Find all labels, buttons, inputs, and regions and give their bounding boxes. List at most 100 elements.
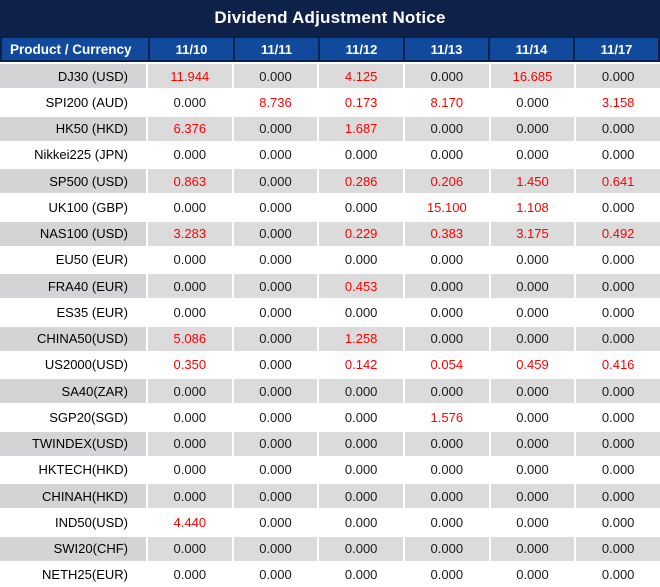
value-cell: 0.000 <box>148 562 232 587</box>
value-cell: 0.000 <box>404 326 489 351</box>
value-cell: 0.000 <box>233 195 318 220</box>
value-cell: 0.000 <box>319 484 403 509</box>
value-cell: 0.000 <box>576 247 660 272</box>
value-cell: 11.944 <box>148 64 232 89</box>
value-cell: 0.000 <box>319 562 403 587</box>
value-cell: 4.125 <box>319 64 403 89</box>
product-cell: CHINAH(HKD) <box>0 484 146 509</box>
date-header: 11/10 <box>150 38 233 60</box>
value-cell: 0.383 <box>404 221 489 246</box>
value-cell: 0.000 <box>319 510 403 535</box>
product-cell: SWI20(CHF) <box>0 536 146 561</box>
value-cell: 0.000 <box>319 431 403 456</box>
value-cell: 0.000 <box>576 274 660 299</box>
value-cell: 0.000 <box>319 300 403 325</box>
table-header-row: Product / Currency 11/10 11/11 11/12 11/13 1… <box>0 36 660 62</box>
product-cell: TWINDEX(USD) <box>0 431 146 456</box>
value-cell: 0.000 <box>148 90 232 115</box>
date-header: 11/13 <box>405 38 488 60</box>
value-cell: 0.000 <box>490 300 575 325</box>
value-cell: 0.000 <box>148 431 232 456</box>
value-cell: 0.000 <box>490 484 575 509</box>
value-cell: 0.000 <box>576 536 660 561</box>
date-header: 11/17 <box>575 38 658 60</box>
value-cell: 0.000 <box>233 326 318 351</box>
value-cell: 0.000 <box>490 116 575 141</box>
value-cell: 0.000 <box>576 64 660 89</box>
value-cell: 0.000 <box>404 379 489 404</box>
value-cell: 3.283 <box>148 221 232 246</box>
value-cell: 0.000 <box>233 221 318 246</box>
value-cell: 0.000 <box>233 484 318 509</box>
product-cell: IND50(USD) <box>0 510 146 535</box>
value-cell: 0.173 <box>319 90 403 115</box>
value-cell: 0.416 <box>576 352 660 377</box>
value-cell: 0.000 <box>404 247 489 272</box>
product-cell: UK100 (GBP) <box>0 195 146 220</box>
value-cell: 0.000 <box>148 457 232 482</box>
value-cell: 0.000 <box>319 536 403 561</box>
table-body: DJ30 (USD) 11.944 0.000 4.125 0.000 16.685 0.0… <box>0 62 660 587</box>
value-cell: 0.000 <box>319 247 403 272</box>
value-cell: 0.492 <box>576 221 660 246</box>
value-cell: 0.000 <box>576 300 660 325</box>
value-cell: 0.054 <box>404 352 489 377</box>
value-cell: 0.000 <box>490 247 575 272</box>
product-cell: US2000(USD) <box>0 352 146 377</box>
value-cell: 0.000 <box>148 379 232 404</box>
value-cell: 0.000 <box>233 142 318 167</box>
product-cell: FRA40 (EUR) <box>0 274 146 299</box>
value-cell: 0.000 <box>576 510 660 535</box>
value-cell: 0.863 <box>148 169 232 194</box>
value-cell: 0.000 <box>404 431 489 456</box>
value-cell: 3.175 <box>490 221 575 246</box>
value-cell: 0.000 <box>233 457 318 482</box>
value-cell: 0.641 <box>576 169 660 194</box>
value-cell: 0.000 <box>148 195 232 220</box>
product-cell: HKTECH(HKD) <box>0 457 146 482</box>
value-cell: 0.000 <box>319 142 403 167</box>
value-cell: 0.000 <box>233 169 318 194</box>
value-cell: 0.000 <box>319 379 403 404</box>
product-currency-header: Product / Currency <box>2 38 148 60</box>
product-cell: SGP20(SGD) <box>0 405 146 430</box>
value-cell: 0.000 <box>576 431 660 456</box>
date-header: 11/11 <box>235 38 318 60</box>
value-cell: 8.170 <box>404 90 489 115</box>
value-cell: 0.000 <box>319 457 403 482</box>
value-cell: 0.000 <box>576 562 660 587</box>
value-cell: 0.000 <box>404 457 489 482</box>
value-cell: 0.000 <box>233 431 318 456</box>
value-cell: 1.108 <box>490 195 575 220</box>
value-cell: 1.258 <box>319 326 403 351</box>
value-cell: 4.440 <box>148 510 232 535</box>
value-cell: 0.000 <box>404 300 489 325</box>
value-cell: 0.000 <box>490 510 575 535</box>
value-cell: 0.000 <box>490 274 575 299</box>
product-cell: NAS100 (USD) <box>0 221 146 246</box>
value-cell: 0.000 <box>576 484 660 509</box>
value-cell: 0.000 <box>233 536 318 561</box>
value-cell: 0.000 <box>490 379 575 404</box>
value-cell: 0.000 <box>148 405 232 430</box>
value-cell: 0.000 <box>404 536 489 561</box>
product-cell: SPI200 (AUD) <box>0 90 146 115</box>
value-cell: 0.000 <box>233 116 318 141</box>
value-cell: 0.000 <box>404 64 489 89</box>
product-cell: DJ30 (USD) <box>0 64 146 89</box>
value-cell: 0.000 <box>148 536 232 561</box>
value-cell: 0.000 <box>233 247 318 272</box>
value-cell: 0.000 <box>576 195 660 220</box>
value-cell: 0.000 <box>490 457 575 482</box>
value-cell: 0.000 <box>576 142 660 167</box>
value-cell: 0.000 <box>490 562 575 587</box>
value-cell: 0.000 <box>404 562 489 587</box>
value-cell: 0.000 <box>404 116 489 141</box>
value-cell: 0.000 <box>490 536 575 561</box>
value-cell: 0.000 <box>576 326 660 351</box>
value-cell: 1.576 <box>404 405 489 430</box>
product-cell: CHINA50(USD) <box>0 326 146 351</box>
value-cell: 0.000 <box>148 274 232 299</box>
value-cell: 6.376 <box>148 116 232 141</box>
